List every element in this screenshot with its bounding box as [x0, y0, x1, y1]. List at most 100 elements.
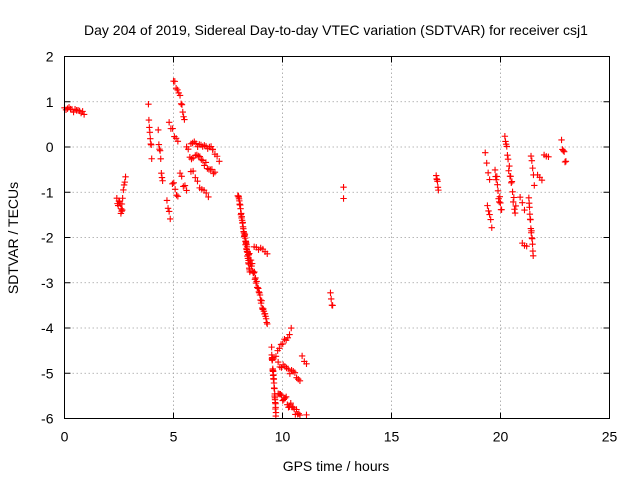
grid: [64, 56, 610, 419]
data-point: [435, 186, 442, 194]
x-tick-label: 5: [170, 429, 178, 445]
data-point: [213, 153, 221, 160]
data-point: [71, 106, 79, 113]
data-point: [329, 302, 336, 309]
data-point: [170, 179, 177, 187]
data-point: [210, 170, 217, 177]
data-point: [169, 180, 176, 187]
data-point: [120, 181, 128, 189]
data-point: [148, 155, 155, 162]
data-point: [485, 207, 492, 215]
data-point: [205, 193, 212, 201]
data-point: [251, 268, 258, 276]
data-point: [173, 191, 180, 199]
data-point: [509, 198, 517, 206]
data-point: [502, 138, 509, 145]
data-point: [259, 304, 266, 312]
data-point: [293, 406, 300, 413]
x-axis-label: GPS time / hours: [283, 458, 390, 474]
data-point: [192, 174, 199, 181]
y-tick-label: 2: [46, 49, 54, 65]
data-point: [506, 162, 513, 170]
data-point: [180, 113, 187, 120]
data-point: [119, 206, 126, 214]
data-point: [508, 178, 516, 185]
data-point: [507, 173, 514, 180]
data-point: [245, 251, 252, 258]
data-point: [434, 178, 441, 185]
data-point: [482, 149, 489, 156]
data-point: [178, 173, 185, 180]
data-point: [497, 199, 504, 207]
data-point: [181, 116, 188, 123]
data-point: [185, 145, 192, 153]
data-point: [281, 394, 289, 402]
data-point: [286, 331, 293, 338]
data-point: [508, 179, 515, 187]
data-point: [528, 235, 536, 242]
y-tick-label: -6: [41, 411, 54, 427]
data-point: [120, 186, 127, 194]
axis-ticks: [64, 56, 610, 419]
data-point: [276, 345, 283, 352]
data-point: [516, 194, 524, 201]
data-point: [529, 164, 536, 172]
data-point: [277, 390, 284, 398]
data-point: [145, 116, 153, 124]
data-point: [486, 211, 493, 218]
data-point: [243, 243, 251, 251]
data-point: [255, 288, 263, 296]
data-point: [256, 291, 264, 299]
data-point: [181, 182, 189, 189]
data-point: [527, 216, 534, 223]
data-point: [204, 165, 211, 172]
data-point: [202, 159, 210, 166]
data-point: [278, 392, 285, 399]
data-point: [293, 374, 300, 381]
data-point: [171, 78, 179, 85]
data-point: [484, 169, 492, 177]
data-point: [529, 241, 536, 248]
data-point: [488, 224, 495, 231]
y-axis-label: SDTVAR / TECUs: [5, 182, 21, 294]
data-point: [525, 194, 533, 202]
data-point: [327, 295, 335, 303]
data-point: [189, 167, 197, 175]
data-point: [486, 176, 493, 183]
data-point: [494, 181, 501, 188]
data-point: [169, 125, 176, 132]
data-point: [493, 176, 500, 183]
x-tick-label: 20: [493, 429, 509, 445]
data-point: [177, 100, 185, 107]
data-point: [560, 147, 567, 154]
data-point: [115, 197, 123, 205]
data-point: [327, 289, 334, 297]
data-point: [158, 174, 166, 181]
data-point: [201, 162, 208, 169]
data-point: [263, 319, 270, 326]
data-point: [503, 143, 510, 150]
data-point: [288, 324, 295, 332]
data-point: [526, 204, 533, 211]
data-point: [528, 157, 536, 164]
y-tick-label: -3: [41, 275, 54, 291]
data-point: [180, 183, 187, 190]
data-point: [271, 385, 278, 392]
data-point: [272, 353, 280, 360]
data-point: [211, 168, 219, 176]
data-point: [174, 86, 181, 93]
data-point: [250, 269, 258, 276]
data-point: [538, 176, 546, 184]
data-point: [247, 256, 255, 264]
data-point: [496, 198, 503, 206]
data-point: [176, 92, 184, 99]
data-point: [264, 250, 271, 257]
data-point: [146, 129, 154, 136]
data-point: [303, 411, 310, 419]
data-point: [176, 169, 184, 177]
data-point: [284, 334, 292, 342]
data-point: [491, 166, 499, 174]
data-point: [155, 126, 162, 134]
data-point: [505, 167, 512, 174]
data-point: [174, 138, 182, 145]
